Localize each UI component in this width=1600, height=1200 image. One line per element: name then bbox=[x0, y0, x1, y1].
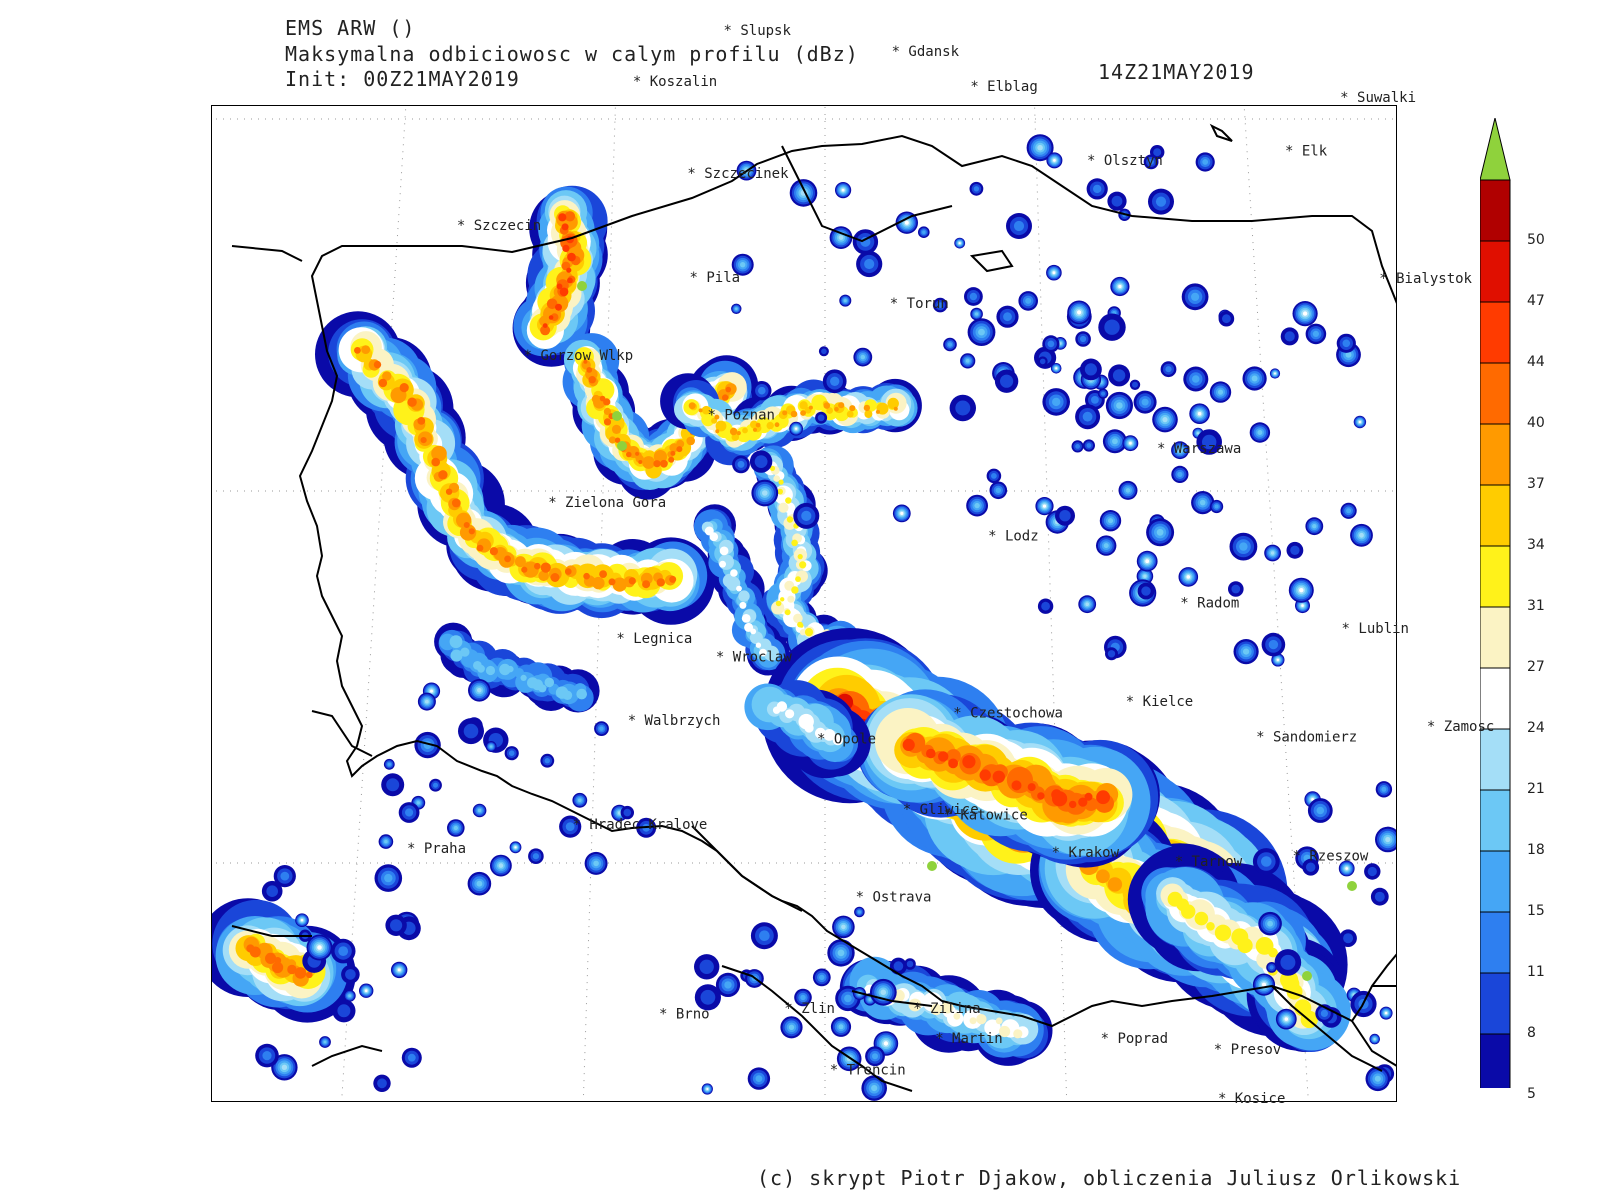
colorbar-box bbox=[1480, 911, 1511, 974]
colorbar-tick-label: 24 bbox=[1527, 720, 1545, 736]
city-label: * Lodz bbox=[988, 529, 1039, 545]
colorbar-tick-label: 34 bbox=[1527, 537, 1545, 553]
colorbar-box bbox=[1480, 484, 1511, 547]
colorbar-tick-label: 5 bbox=[1527, 1086, 1536, 1102]
city-label: * Katowice bbox=[944, 808, 1028, 824]
city-label: * Elk bbox=[1285, 144, 1328, 160]
city-label: * Elblag bbox=[970, 79, 1038, 96]
city-label: * Trencin bbox=[830, 1063, 906, 1079]
colorbar-tick-label: 8 bbox=[1527, 1025, 1536, 1041]
colorbar-box bbox=[1480, 850, 1511, 913]
city-label: * Warszawa bbox=[1157, 441, 1241, 457]
city-label: * Ostrava bbox=[856, 890, 932, 906]
colorbar-box bbox=[1480, 240, 1511, 303]
city-label: * Zlin bbox=[784, 1001, 835, 1017]
city-label: * Czestochowa bbox=[953, 705, 1063, 721]
city-label: * Tarnow bbox=[1175, 854, 1243, 870]
city-label: * Kielce bbox=[1126, 694, 1193, 710]
city-label: * Slupsk bbox=[723, 23, 791, 40]
city-label: * Wroclaw bbox=[716, 650, 792, 666]
city-label: * Krakow bbox=[1052, 845, 1120, 861]
map-frame: * Olsztyn * Elk * Szczecinek * Szczecin * Pi… bbox=[211, 105, 1397, 1102]
city-label: * Walbrzych bbox=[628, 713, 721, 729]
city-label: * Zilina bbox=[913, 1001, 980, 1017]
city-label: * Sandomierz bbox=[1256, 730, 1357, 746]
colorbar-tick-label: 44 bbox=[1527, 354, 1545, 370]
colorbar-tick-label: 47 bbox=[1527, 293, 1545, 309]
colorbar-tick-label: 18 bbox=[1527, 842, 1545, 858]
city-markers: * Olsztyn * Elk * Szczecinek * Szczecin * Pi… bbox=[407, 144, 1369, 1079]
colorbar-box bbox=[1480, 789, 1511, 852]
colorbar-box bbox=[1480, 667, 1511, 730]
city-label: * Opole bbox=[817, 731, 876, 747]
city-label: * Poznan bbox=[708, 408, 775, 424]
reflectivity-map: * Olsztyn * Elk * Szczecinek * Szczecin * Pi… bbox=[212, 106, 1396, 1101]
colorbar-tick-label: 15 bbox=[1527, 903, 1545, 919]
city-label: * Olsztyn bbox=[1087, 153, 1163, 169]
city-label: * Torun bbox=[890, 296, 949, 312]
colorbar-box bbox=[1480, 728, 1511, 791]
city-label: * Rzeszow bbox=[1293, 849, 1369, 865]
city-label: * Brno bbox=[659, 1007, 710, 1023]
city-label: * Gliwice bbox=[903, 802, 979, 818]
city-label: * Bialystok bbox=[1379, 270, 1472, 287]
init-time: Init: 00Z21MAY2019 bbox=[285, 67, 520, 91]
colorbar-box bbox=[1480, 179, 1511, 242]
colorbar-tick-label: 27 bbox=[1527, 659, 1545, 675]
graticule bbox=[212, 106, 1396, 1101]
colorbar-box bbox=[1480, 301, 1511, 364]
colorbar-box bbox=[1480, 362, 1511, 425]
colorbar-box bbox=[1480, 606, 1511, 669]
city-label: * Presov bbox=[1214, 1042, 1281, 1058]
colorbar bbox=[1480, 118, 1511, 1088]
city-label: * Koszalin bbox=[632, 73, 718, 90]
city-label: * Zielona Gora bbox=[548, 495, 666, 511]
colorbar-box bbox=[1480, 423, 1511, 486]
city-label: * Poprad bbox=[1101, 1031, 1168, 1047]
country-borders bbox=[231, 123, 1396, 1092]
reflectivity-field bbox=[212, 134, 1396, 1101]
city-label: * Radom bbox=[1180, 596, 1239, 612]
city-label: * Kosice bbox=[1217, 1091, 1286, 1108]
colorbar-box bbox=[1480, 1033, 1511, 1088]
city-label: * Legnica bbox=[616, 631, 692, 647]
colorbar-box bbox=[1480, 972, 1511, 1035]
field-title: Maksymalna odbiciowosc w calym profilu (… bbox=[285, 42, 859, 66]
model-title: EMS ARW () bbox=[285, 16, 416, 40]
city-label: * Pila bbox=[690, 270, 741, 286]
city-label: * Zamosc bbox=[1426, 719, 1495, 736]
valid-time: 14Z21MAY2019 bbox=[1098, 60, 1255, 84]
city-label: * Praha bbox=[407, 841, 466, 857]
colorbar-tick-label: 37 bbox=[1527, 476, 1545, 492]
city-label: * Hradec Kralove bbox=[573, 817, 708, 833]
colorbar-box bbox=[1480, 545, 1511, 608]
city-label: * Gdansk bbox=[891, 43, 959, 60]
credit-text: (c) skrypt Piotr Djakow, obliczenia Juli… bbox=[757, 1166, 1462, 1190]
colorbar-tick-label: 50 bbox=[1527, 232, 1545, 248]
colorbar-tick-label: 40 bbox=[1527, 415, 1545, 431]
colorbar-tick-label: 31 bbox=[1527, 598, 1545, 614]
city-label: * Gorzow Wlkp bbox=[524, 348, 634, 364]
city-label: * Suwalki bbox=[1340, 90, 1417, 107]
city-label: * Szczecin bbox=[457, 218, 541, 234]
colorbar-over-arrow bbox=[1480, 118, 1511, 181]
city-label: * Martin bbox=[935, 1031, 1002, 1047]
colorbar-tick-label: 11 bbox=[1527, 964, 1545, 980]
city-label: * Szczecinek bbox=[687, 166, 789, 182]
colorbar-tick-label: 21 bbox=[1527, 781, 1545, 797]
city-label: * Lublin bbox=[1341, 620, 1409, 637]
